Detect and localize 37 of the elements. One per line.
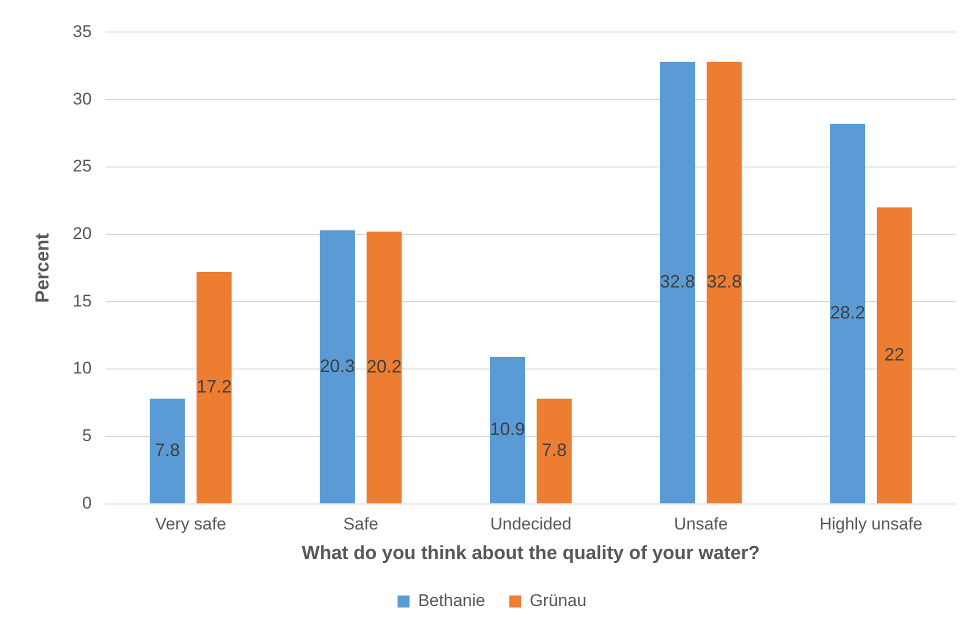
bar <box>830 124 866 504</box>
data-label: 20.3 <box>320 356 355 376</box>
y-tick-label: 5 <box>82 426 92 446</box>
data-label: 28.2 <box>830 302 866 323</box>
y-tick-label: 20 <box>72 224 92 243</box>
legend-label: Bethanie <box>418 591 486 610</box>
x-axis-title: What do you think about the quality of your water? <box>302 542 760 564</box>
y-axis-title: Percent <box>32 232 54 303</box>
x-tick-label: Very safe <box>155 514 226 534</box>
x-tick-label: Safe <box>343 514 378 534</box>
data-label: 32.8 <box>706 272 742 292</box>
bar <box>536 398 572 504</box>
data-label: 7.8 <box>542 440 567 460</box>
bar <box>876 207 912 504</box>
bar <box>320 230 355 504</box>
bar <box>196 272 232 504</box>
y-tick-label: 25 <box>72 156 92 176</box>
data-label: 7.8 <box>154 440 180 460</box>
bar <box>366 232 402 504</box>
x-tick-label: Undecided <box>490 514 572 534</box>
x-tick-label: Highly unsafe <box>819 514 922 534</box>
y-tick-label: 10 <box>72 358 92 378</box>
y-tick-label: 15 <box>72 291 92 310</box>
bar <box>706 62 742 504</box>
bar <box>660 62 696 504</box>
bar <box>150 398 185 504</box>
data-label: 22 <box>884 344 904 364</box>
x-tick-label: Unsafe <box>674 514 728 534</box>
data-label: 20.2 <box>366 356 402 376</box>
y-tick-label: 0 <box>82 493 92 512</box>
data-label: 17.2 <box>196 376 232 397</box>
y-tick-label: 35 <box>72 22 92 41</box>
bar <box>490 356 526 504</box>
y-tick-label: 30 <box>72 89 92 108</box>
data-label: 10.9 <box>490 419 525 440</box>
data-label: 32.8 <box>660 272 696 292</box>
legend-label: Grünau <box>530 591 586 610</box>
